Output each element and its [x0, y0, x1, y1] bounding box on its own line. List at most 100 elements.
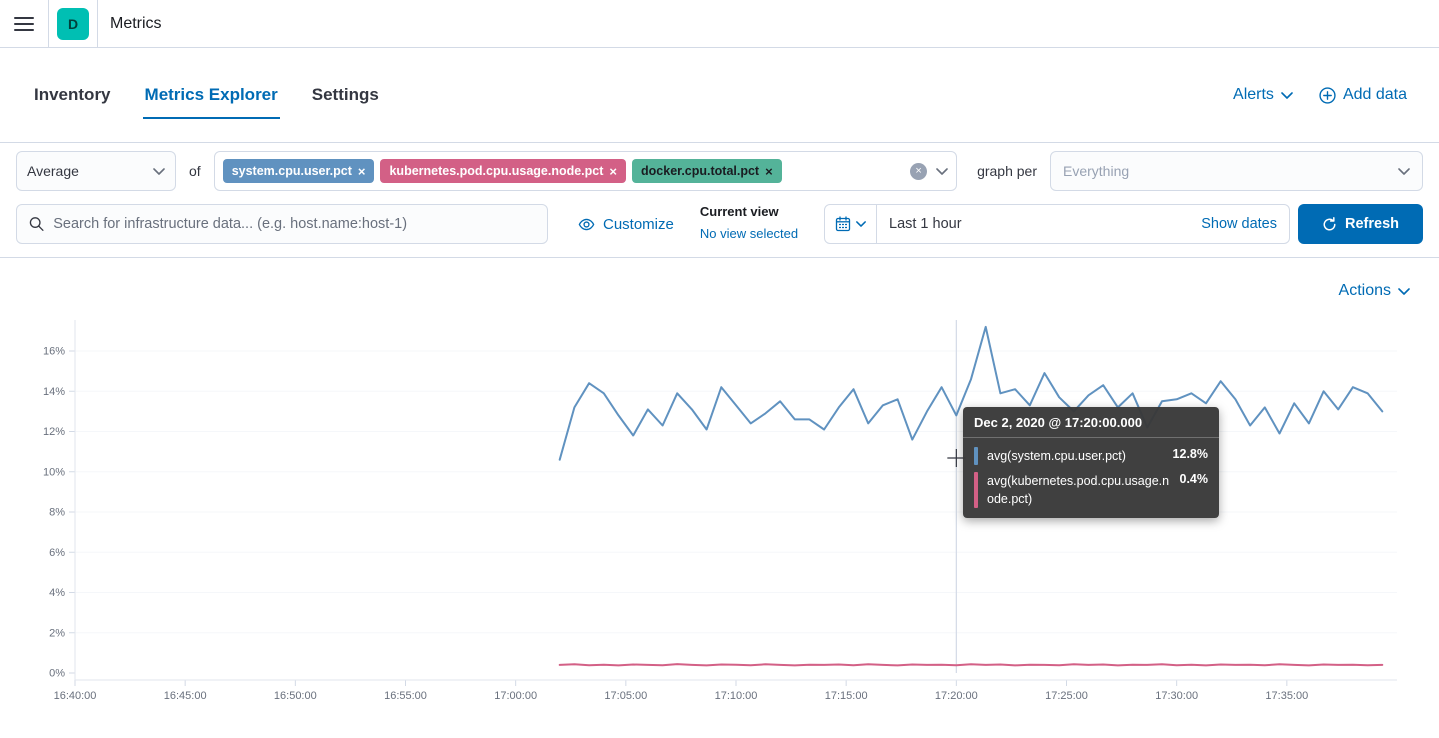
calendar-icon [835, 216, 851, 232]
series-line-1 [558, 663, 1384, 667]
of-label: of [189, 163, 201, 179]
tab-metrics-explorer[interactable]: Metrics Explorer [142, 71, 280, 119]
x-tick-label: 17:00:00 [494, 690, 537, 702]
current-view-label: Current view [699, 204, 779, 219]
page-title: Metrics [110, 14, 162, 32]
x-tick-label: 17:35:00 [1265, 690, 1308, 702]
chevron-down-icon [153, 167, 165, 175]
tabs-row: Inventory Metrics Explorer Settings Aler… [0, 48, 1439, 143]
search-icon [29, 217, 44, 231]
chevron-down-icon[interactable] [936, 167, 948, 175]
metric-pill-label: docker.cpu.total.pct [641, 164, 760, 178]
metric-pill-kubernetes.pod.cpu.usage.node.pct[interactable]: kubernetes.pod.cpu.usage.node.pct × [380, 159, 627, 183]
x-tick-label: 16:45:00 [164, 690, 207, 702]
hamburger-icon [14, 16, 34, 31]
time-range-button[interactable]: Last 1 hour [877, 216, 1189, 232]
combobox-controls: × [910, 162, 948, 180]
tabs: Inventory Metrics Explorer Settings [32, 71, 381, 119]
metric-config-row: Average of system.cpu.user.pct × kubernete… [16, 151, 1423, 191]
graph-per-label: graph per [977, 163, 1037, 179]
aggregation-select[interactable]: Average [16, 151, 176, 191]
x-tick-label: 16:40:00 [54, 690, 97, 702]
alerts-label: Alerts [1233, 86, 1274, 103]
tooltip-series-label: avg(system.cpu.user.pct) [987, 449, 1126, 464]
date-picker: Last 1 hour Show dates [824, 204, 1290, 245]
chevron-down-icon [1398, 167, 1410, 175]
metrics-line-chart[interactable]: 0% 2% 4% 6% 8% 10% 12% 14% 16% 16:40:00 16:45:00 16… [0, 258, 1439, 738]
metric-field-combobox[interactable]: system.cpu.user.pct × kubernetes.pod.cpu.u… [213, 151, 958, 191]
calendar-menu-button[interactable] [825, 205, 877, 244]
plus-circle-icon [1319, 86, 1336, 104]
remove-metric-icon[interactable]: × [765, 163, 773, 179]
series-color-swatch [974, 472, 978, 509]
tooltip-body: avg(system.cpu.user.pct) 12.8% avg(kuber… [963, 438, 1219, 518]
y-tick-label: 12% [43, 426, 65, 438]
y-tick-label: 2% [49, 627, 65, 639]
y-tick-label: 8% [49, 507, 65, 519]
chart-axes [69, 320, 1397, 687]
remove-metric-icon[interactable]: × [357, 163, 366, 179]
metric-pill-label: system.cpu.user.pct [231, 164, 352, 178]
header-actions: Alerts Add data [1233, 86, 1407, 104]
chart-axis-labels: 0% 2% 4% 6% 8% 10% 12% 14% 16% 16:40:00 16:45:00 16… [43, 346, 1308, 703]
tab-settings[interactable]: Settings [310, 71, 381, 119]
show-dates-button[interactable]: Show dates [1189, 216, 1289, 232]
add-data-button[interactable]: Add data [1319, 86, 1407, 104]
series-color-swatch [974, 447, 978, 466]
top-bar: D Metrics [0, 0, 1439, 48]
eye-icon [578, 218, 595, 230]
refresh-icon [1323, 216, 1336, 230]
refresh-button[interactable]: Refresh [1298, 204, 1423, 245]
divider [97, 0, 98, 48]
metric-pills: system.cpu.user.pct × kubernetes.pod.cpu.u… [222, 159, 782, 183]
customize-button[interactable]: Customize [578, 216, 674, 233]
metrics-chart-section: Actions 0% 2% 4% 6% 8% 10% 12% 14% 16% 16:40:00 16… [0, 258, 1439, 738]
aggregation-value: Average [27, 163, 79, 179]
space-avatar[interactable]: D [57, 7, 89, 40]
chart-actions-button[interactable]: Actions [1339, 282, 1410, 300]
x-tick-label: 17:30:00 [1155, 690, 1198, 702]
x-tick-label: 16:55:00 [384, 690, 427, 702]
x-tick-label: 16:50:00 [274, 690, 317, 702]
metric-pill-docker.cpu.total.pct[interactable]: docker.cpu.total.pct × [632, 159, 782, 183]
chevron-down-icon [1281, 91, 1293, 99]
search-input[interactable] [53, 216, 535, 233]
alerts-menu-button[interactable]: Alerts [1233, 86, 1293, 104]
search-and-time-row: Customize Current view No view selected … [16, 203, 1423, 245]
y-tick-label: 4% [49, 587, 65, 599]
x-tick-label: 17:25:00 [1045, 690, 1088, 702]
clear-selection-icon[interactable]: × [910, 162, 928, 180]
y-tick-label: 14% [43, 386, 65, 398]
metrics-toolbar: Average of system.cpu.user.pct × kubernete… [0, 143, 1439, 259]
metric-pill-system.cpu.user.pct[interactable]: system.cpu.user.pct × [222, 159, 375, 183]
current-view-value[interactable]: No view selected [699, 225, 799, 241]
x-tick-label: 17:20:00 [935, 690, 978, 702]
search-field[interactable] [16, 204, 548, 245]
group-by-input[interactable] [1063, 163, 1398, 179]
tooltip-series-value: 0.4% [1179, 472, 1209, 487]
series-line-0 [558, 325, 1384, 461]
y-tick-label: 0% [49, 668, 65, 680]
actions-label: Actions [1338, 282, 1391, 300]
x-tick-label: 17:10:00 [715, 690, 758, 702]
cursor-plus-icon [947, 449, 966, 468]
refresh-label: Refresh [1345, 216, 1399, 233]
tooltip-series-value: 12.8% [1172, 447, 1208, 462]
tooltip-timestamp: Dec 2, 2020 @ 17:20:00.000 [963, 407, 1219, 439]
tooltip-row: avg(system.cpu.user.pct) 12.8% [974, 447, 1208, 466]
menu-hamburger-icon[interactable] [0, 0, 48, 48]
metric-pill-label: kubernetes.pod.cpu.usage.node.pct [389, 164, 604, 178]
customize-label: Customize [603, 215, 674, 233]
y-tick-label: 6% [49, 547, 65, 559]
current-view-block: Current view No view selected [700, 203, 798, 245]
chevron-down-icon [856, 221, 866, 227]
add-data-label: Add data [1342, 86, 1407, 103]
tooltip-row: avg(kubernetes.pod.cpu.usage.node.pct) 0… [974, 472, 1209, 509]
tab-inventory[interactable]: Inventory [32, 71, 113, 119]
group-by-select[interactable] [1050, 151, 1423, 191]
chevron-down-icon [1398, 287, 1410, 295]
tooltip-series-label: avg(kubernetes.pod.cpu.usage.node.pct) [987, 474, 1170, 507]
x-tick-label: 17:05:00 [604, 690, 647, 702]
y-tick-label: 16% [43, 346, 65, 358]
remove-metric-icon[interactable]: × [609, 163, 618, 179]
